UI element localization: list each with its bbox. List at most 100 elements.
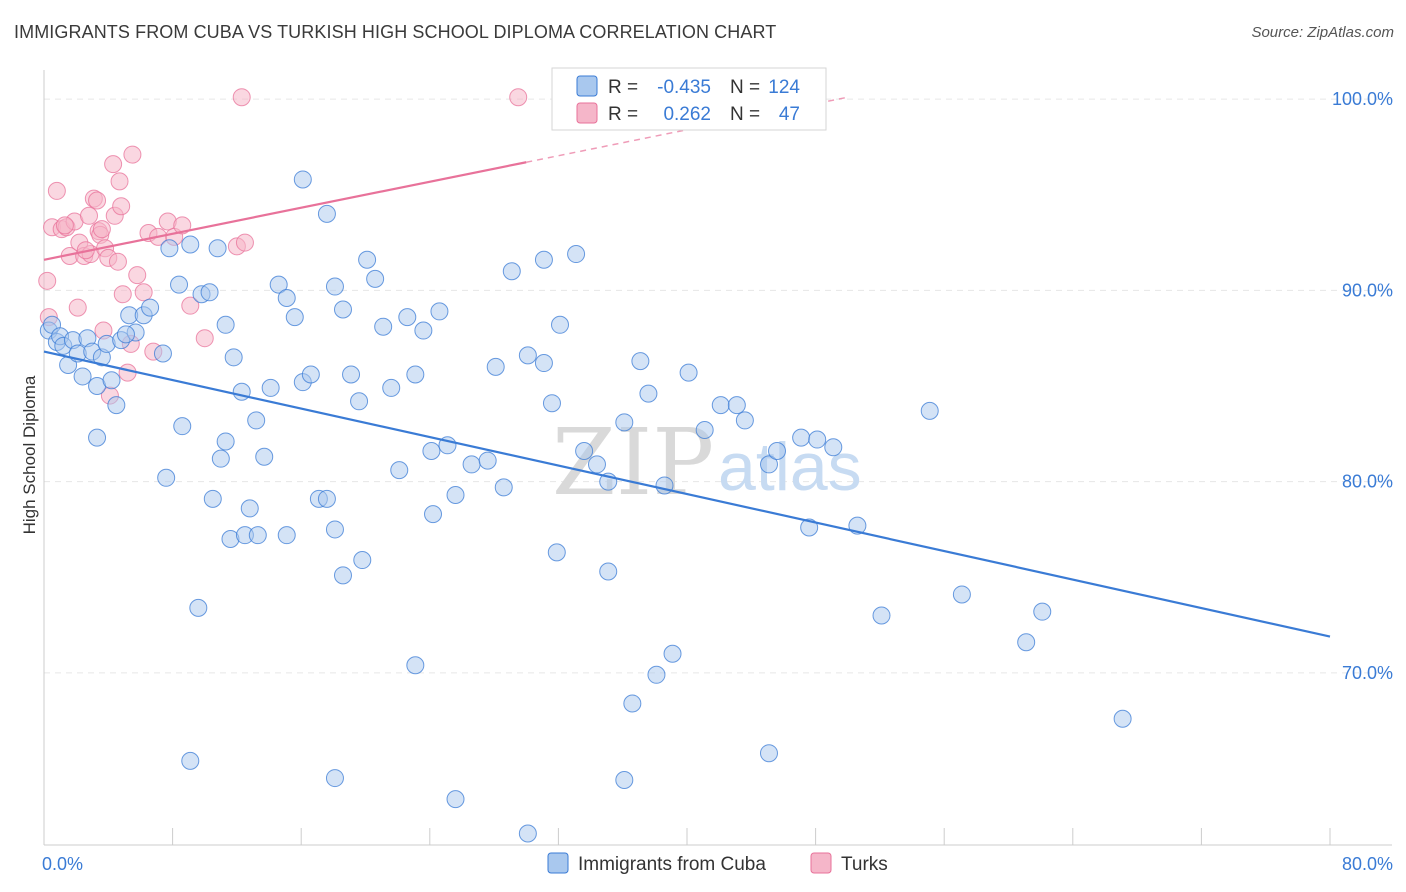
legend-r-value-cuba: -0.435 <box>657 77 711 98</box>
data-point-cuba <box>872 606 891 625</box>
data-point-cuba <box>261 378 280 397</box>
data-point-cuba <box>293 170 312 189</box>
data-point-cuba <box>1033 602 1052 621</box>
data-point-cuba <box>350 392 369 411</box>
data-point-cuba <box>189 598 208 617</box>
data-point-cuba <box>759 455 778 474</box>
legend-n-label-turks: N = <box>730 104 760 125</box>
source-label: Source: ZipAtlas.com <box>1251 24 1394 41</box>
legend-n-label-cuba: N = <box>730 77 760 98</box>
data-point-cuba <box>366 269 385 288</box>
data-point-turks <box>134 283 153 302</box>
data-point-cuba <box>631 352 650 371</box>
data-point-turks <box>92 220 111 239</box>
y-axis-label: High School Diploma <box>20 375 39 534</box>
data-point-cuba <box>406 365 425 384</box>
data-point-cuba <box>446 486 465 505</box>
data-point-cuba <box>494 478 513 497</box>
data-point-cuba <box>88 428 107 447</box>
data-point-cuba <box>486 357 505 376</box>
legend-n-value-turks: 47 <box>779 104 800 125</box>
data-point-cuba <box>216 315 235 334</box>
legend-swatch-cuba <box>576 75 598 97</box>
data-point-turks <box>113 285 132 304</box>
data-point-cuba <box>542 394 561 413</box>
bottom-legend-label-cuba: Immigrants from Cuba <box>578 854 766 875</box>
data-point-cuba <box>587 455 606 474</box>
data-point-cuba <box>358 250 377 269</box>
data-point-turks <box>38 271 57 290</box>
data-point-cuba <box>390 461 409 480</box>
data-point-cuba <box>478 451 497 470</box>
data-point-cuba <box>325 769 344 788</box>
data-point-cuba <box>534 354 553 373</box>
data-point-cuba <box>462 455 481 474</box>
data-point-cuba <box>325 277 344 296</box>
data-point-cuba <box>920 401 939 420</box>
data-point-cuba <box>116 325 135 344</box>
data-point-cuba <box>255 447 274 466</box>
data-point-turks <box>509 88 528 107</box>
data-point-turks <box>104 155 123 174</box>
data-point-cuba <box>1017 633 1036 652</box>
watermark-zip: ZIP <box>552 409 714 516</box>
trend-line-turks <box>43 161 527 261</box>
trend-line-cuba <box>43 350 1331 638</box>
data-point-cuba <box>200 283 219 302</box>
y-tick-label: 70.0% <box>1342 663 1393 683</box>
data-point-cuba <box>285 308 304 327</box>
data-point-turks <box>110 172 129 191</box>
data-point-cuba <box>216 432 235 451</box>
data-point-cuba <box>317 204 336 223</box>
data-point-turks <box>123 145 142 164</box>
data-point-cuba <box>567 245 586 264</box>
data-point-cuba <box>502 262 521 281</box>
y-tick-label: 100.0% <box>1332 89 1393 109</box>
data-point-cuba <box>615 770 634 789</box>
legend-r-label-turks: R = <box>608 104 638 125</box>
data-point-turks <box>47 181 66 200</box>
legend-swatch-turks <box>576 102 598 124</box>
series-cuba-points <box>39 170 1132 843</box>
data-point-cuba <box>224 348 243 367</box>
data-point-cuba <box>695 420 714 439</box>
legend-r-value-turks: 0.262 <box>663 104 711 125</box>
data-point-cuba <box>374 317 393 336</box>
data-point-cuba <box>208 239 227 258</box>
data-point-cuba <box>952 585 971 604</box>
legend-r-label-cuba: R = <box>608 77 638 98</box>
x-tick-label-max: 80.0% <box>1342 854 1393 874</box>
data-point-cuba <box>248 526 267 545</box>
data-point-cuba <box>277 526 296 545</box>
data-point-turks <box>88 191 107 210</box>
data-point-cuba <box>153 344 172 363</box>
data-point-cuba <box>711 396 730 415</box>
data-point-cuba <box>333 566 352 585</box>
data-point-cuba <box>768 442 787 461</box>
data-point-cuba <box>406 656 425 675</box>
data-point-cuba <box>599 562 618 581</box>
data-point-cuba <box>160 239 179 258</box>
data-point-cuba <box>181 235 200 254</box>
data-point-cuba <box>422 442 441 461</box>
data-point-cuba <box>575 442 594 461</box>
data-point-cuba <box>157 468 176 487</box>
data-point-turks <box>195 329 214 348</box>
data-point-cuba <box>317 489 336 508</box>
data-point-cuba <box>1113 709 1132 728</box>
data-point-cuba <box>173 417 192 436</box>
data-point-cuba <box>211 449 230 468</box>
data-point-cuba <box>800 518 819 537</box>
bottom-legend-swatch-turks <box>810 852 832 874</box>
data-point-cuba <box>342 365 361 384</box>
data-point-cuba <box>518 824 537 843</box>
data-point-cuba <box>615 413 634 432</box>
data-point-cuba <box>808 430 827 449</box>
data-point-cuba <box>446 790 465 809</box>
data-point-turks <box>55 216 74 235</box>
bottom-legend-swatch-cuba <box>547 852 569 874</box>
data-point-cuba <box>333 300 352 319</box>
data-point-cuba <box>639 384 658 403</box>
data-point-turks <box>232 88 251 107</box>
